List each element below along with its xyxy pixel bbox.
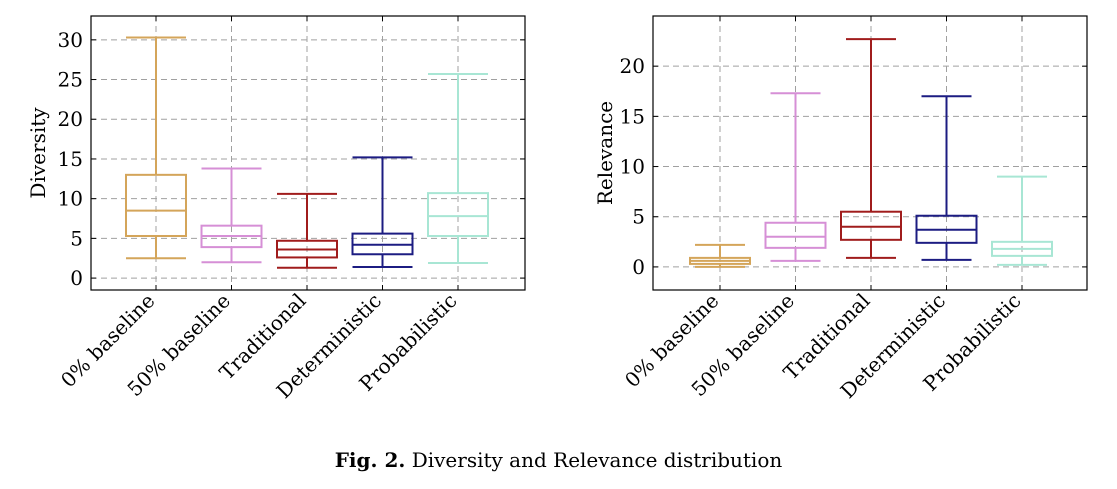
y-tick-label: 20 (620, 54, 645, 78)
y-tick-label: 30 (58, 28, 83, 52)
box-0-baseline (125, 36, 187, 260)
box-deterministic (915, 95, 978, 261)
box-probabilistic (991, 175, 1053, 266)
y-tick-label: 15 (620, 104, 645, 128)
box-probabilistic (427, 72, 489, 264)
grid (91, 16, 525, 290)
y-axis: 0 5 10 15 20 25 30 (58, 28, 525, 290)
iqr-box (764, 221, 827, 249)
figure-caption: Fig. 2. Diversity and Relevance distribu… (0, 448, 1117, 472)
y-axis-label: Relevance (593, 101, 617, 205)
iqr-box (427, 192, 489, 237)
y-tick-label: 10 (58, 187, 83, 211)
box-traditional (276, 192, 338, 269)
box-traditional (840, 38, 902, 259)
caption-text: Diversity and Relevance distribution (411, 448, 783, 472)
y-axis-label: Diversity (26, 107, 50, 199)
box-50-baseline (764, 92, 827, 262)
y-tick-label: 0 (70, 266, 83, 290)
caption-label: Fig. 2. (334, 448, 406, 472)
plot-frame (90, 15, 526, 291)
y-tick-label: 20 (58, 107, 83, 131)
y-tick-label: 5 (632, 205, 645, 229)
box-deterministic (351, 156, 414, 268)
plot-frame (652, 15, 1088, 291)
y-tick-label: 25 (58, 68, 83, 92)
y-tick-label: 0 (632, 255, 645, 279)
y-axis: 0 5 10 15 20 (620, 54, 1087, 279)
y-tick-label: 10 (620, 155, 645, 179)
box-0-baseline (689, 243, 751, 268)
box-50-baseline (200, 167, 263, 264)
iqr-box (840, 210, 902, 241)
y-tick-label: 15 (58, 147, 83, 171)
iqr-box (125, 173, 187, 237)
y-tick-label: 5 (70, 226, 83, 250)
